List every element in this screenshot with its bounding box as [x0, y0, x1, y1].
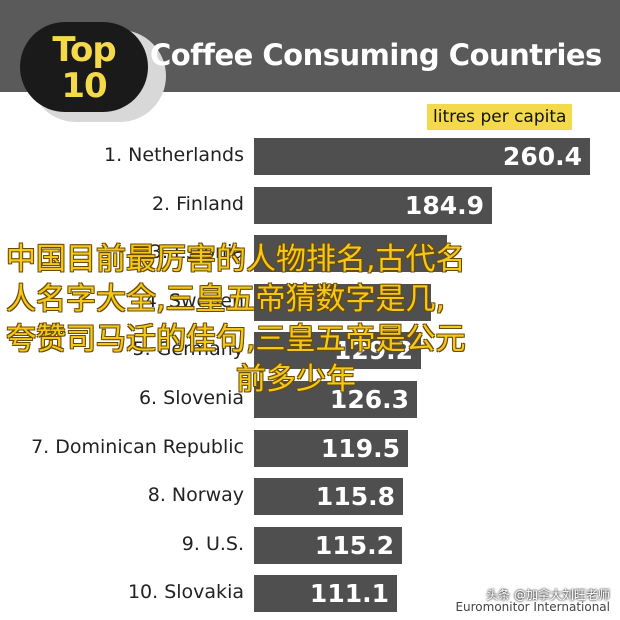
bar: 126.3 — [254, 381, 417, 418]
bar: 119.5 — [254, 429, 408, 467]
category-label: 9. U.S. — [181, 532, 244, 555]
overlay-line: 夸赞司马迁的佳句,三皇五帝是公元 — [6, 322, 466, 357]
bar-value-label: 115.2 — [314, 530, 394, 560]
bar — [254, 283, 431, 321]
bar-value-label: 119.5 — [320, 433, 400, 463]
overlay-line: 人名字大全,三皇五帝猜数字是几, — [6, 282, 446, 317]
bar: 260.4 — [254, 138, 590, 175]
bar: 129.2 — [254, 332, 421, 370]
overlay-line: 前多少年 — [236, 362, 356, 397]
category-label: 1. Netherlands — [104, 144, 244, 166]
unit-label: litres per capita — [427, 104, 573, 130]
category-label: 2. Finland — [151, 192, 244, 215]
bar-value-label: 115.8 — [315, 482, 395, 512]
logo-number: 10 — [61, 66, 107, 106]
bar-value-label: 184.9 — [404, 190, 484, 220]
chart-title: Coffee Consuming Countries — [150, 38, 602, 72]
category-label: 3. Estonia — [149, 241, 244, 264]
category-label: 4. Sweden — [144, 289, 244, 312]
category-label: 6. Slovenia — [138, 387, 244, 409]
bar: 115.2 — [254, 526, 402, 564]
bar-value-label: 126.3 — [329, 385, 409, 414]
top10-logo: Top 10 — [20, 22, 148, 112]
overlay-text: 中国目前最厉害的人物排名,古代名 人名字大全,三皇五帝猜数字是几, 夸赞司马迁的… — [6, 240, 606, 400]
source-credit: Euromonitor International — [455, 600, 610, 614]
bar: 184.9 — [254, 186, 492, 224]
bar — [254, 235, 447, 273]
bar: 115.8 — [254, 478, 403, 516]
overlay-line: 中国目前最厉害的人物排名,古代名 — [6, 242, 466, 277]
bar-value-label: 129.2 — [333, 336, 413, 366]
bar: 111.1 — [254, 575, 397, 613]
category-label: 8. Norway — [147, 484, 244, 507]
category-label: 10. Slovakia — [127, 581, 244, 604]
category-label: 7. Dominican Republic — [31, 435, 244, 458]
watermark: 头条 @加拿大刘旺老师 — [486, 588, 610, 602]
logo-top-text: Top — [52, 30, 116, 70]
bar-value-label: 111.1 — [309, 579, 389, 609]
bar-value-label: 260.4 — [502, 142, 582, 171]
category-label: 5. Germany — [132, 338, 245, 361]
